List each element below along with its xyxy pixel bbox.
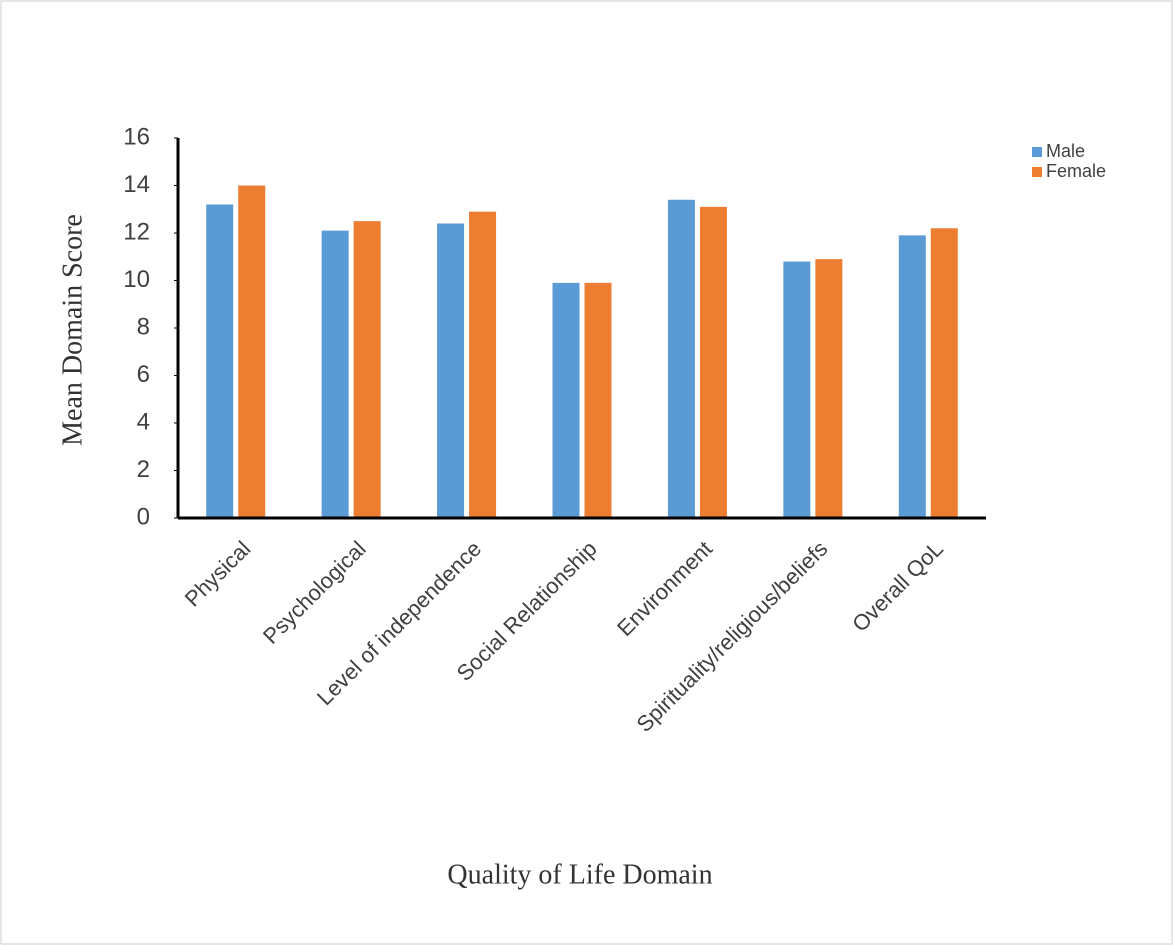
- bar: [469, 211, 497, 518]
- bar: [437, 223, 465, 518]
- bar: [552, 282, 580, 518]
- x-axis-title: Quality of Life Domain: [447, 859, 712, 890]
- bar: [584, 282, 612, 518]
- bar: [206, 204, 234, 518]
- legend-swatch: [1032, 147, 1042, 157]
- y-tick-label: 10: [123, 266, 150, 293]
- y-tick-label: 4: [137, 408, 150, 435]
- y-tick-label: 0: [137, 503, 150, 530]
- y-axis-title: Mean Domain Score: [57, 214, 88, 446]
- y-tick-label: 12: [123, 218, 150, 245]
- y-tick-label: 2: [137, 456, 150, 483]
- bar: [699, 206, 727, 518]
- y-tick-label: 6: [137, 361, 150, 388]
- y-tick-label: 8: [137, 313, 150, 340]
- legend-label: Female: [1046, 161, 1106, 181]
- bar: [898, 235, 926, 518]
- bar: [353, 221, 381, 518]
- bar: [783, 261, 811, 518]
- bar: [667, 199, 695, 518]
- y-tick-label: 14: [123, 171, 150, 198]
- legend-swatch: [1032, 167, 1042, 177]
- bar: [238, 185, 266, 518]
- bar: [930, 228, 958, 518]
- bar: [321, 230, 349, 518]
- y-tick-label: 16: [123, 123, 150, 150]
- bar: [815, 259, 843, 518]
- legend-label: Male: [1046, 141, 1085, 161]
